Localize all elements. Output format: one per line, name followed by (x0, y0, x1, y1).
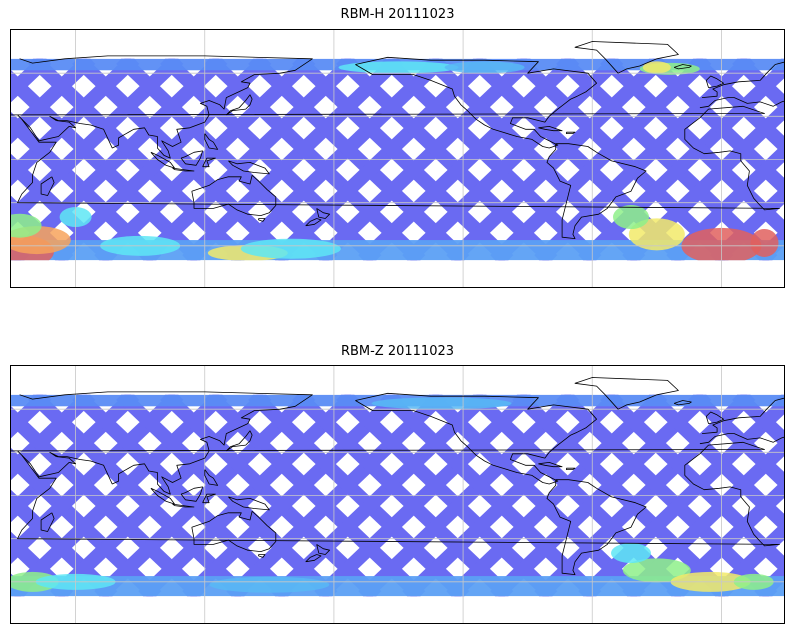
descending-track (688, 58, 784, 156)
map-frame (10, 29, 785, 288)
coastline (316, 544, 330, 555)
panel-title: RBM-Z 20111023 (340, 344, 455, 359)
anomaly-patch (338, 61, 459, 74)
coastline (172, 503, 195, 508)
anomaly-patch (444, 61, 525, 74)
world-map (11, 30, 784, 287)
anomaly-patch (628, 218, 685, 251)
anomaly-patch (750, 228, 779, 257)
coastline (355, 56, 597, 149)
coastline (701, 61, 784, 98)
coastline (226, 94, 253, 116)
coastline (566, 467, 576, 470)
coastline (19, 391, 313, 495)
coastline (673, 64, 692, 70)
anomaly-patch (622, 558, 691, 583)
anomaly-patch (11, 213, 42, 238)
coastline (172, 167, 195, 172)
panel-title: RBM-H 20111023 (340, 7, 455, 22)
descending-track (732, 394, 784, 450)
coastline (204, 469, 219, 486)
coastline (574, 41, 679, 74)
coastline (202, 493, 216, 504)
coastline (546, 479, 647, 575)
coastline (546, 143, 647, 239)
coastline (701, 397, 784, 434)
data-swaths (11, 58, 784, 261)
map-frame (10, 365, 785, 624)
ascending-track (11, 394, 96, 481)
coastline (258, 218, 266, 222)
coastline (180, 150, 203, 166)
coastline (180, 486, 203, 502)
anomaly-patch (240, 238, 341, 259)
descending-track (11, 489, 118, 597)
coastline (228, 496, 270, 511)
coastline (316, 208, 330, 219)
coastline (40, 512, 55, 532)
anomaly-patch (642, 61, 671, 74)
coastline (204, 133, 219, 150)
coastline (699, 97, 784, 109)
coastline (191, 174, 277, 216)
coastline (705, 75, 724, 88)
coastline (305, 554, 322, 563)
coastline (538, 462, 563, 468)
ascending-track (11, 58, 52, 103)
south-band (11, 576, 784, 597)
coastline (258, 554, 266, 558)
coastline (538, 126, 563, 132)
ascending-track (710, 184, 784, 261)
coastline (11, 105, 780, 211)
coastline (11, 441, 780, 547)
ascending-track (11, 58, 96, 145)
ascending-track (710, 520, 784, 597)
coastline (202, 157, 216, 168)
coastline (40, 176, 55, 196)
anomaly-patch (611, 543, 651, 564)
graticule (11, 366, 784, 623)
coastline (226, 430, 253, 452)
coastlines (11, 377, 784, 575)
graticule (11, 30, 784, 287)
coastline (228, 160, 270, 175)
coastlines (11, 41, 784, 239)
coastline (673, 400, 692, 406)
descending-track (732, 58, 784, 114)
coastline (566, 131, 576, 134)
coastline (574, 377, 679, 410)
coastline (699, 433, 784, 445)
anomaly-patch (371, 397, 512, 410)
coastline (305, 218, 322, 227)
descending-track (688, 394, 784, 492)
coastline (705, 411, 724, 424)
coastline (19, 55, 313, 159)
anomaly-patch (613, 205, 649, 230)
coastline (191, 510, 277, 552)
descending-track (11, 531, 74, 597)
ascending-track (11, 394, 52, 439)
world-map (11, 366, 784, 623)
coastline (355, 392, 597, 485)
south-band (11, 240, 784, 261)
anomaly-patch (209, 576, 330, 593)
